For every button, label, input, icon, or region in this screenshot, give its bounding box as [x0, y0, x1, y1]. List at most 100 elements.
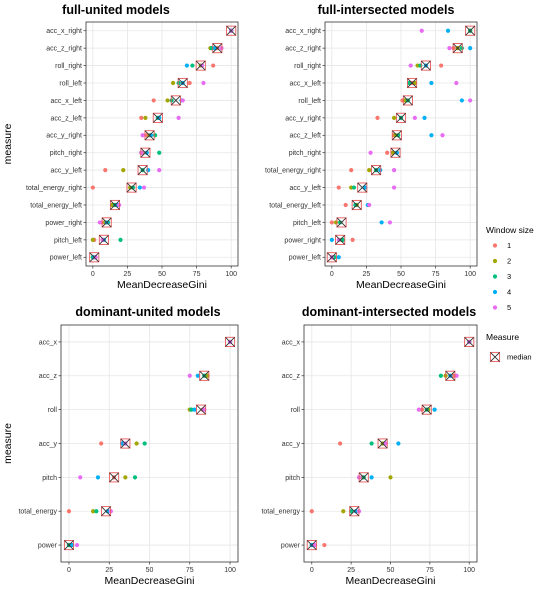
point-window-5 — [368, 150, 373, 155]
point-window-2 — [91, 509, 96, 514]
point-window-3 — [130, 185, 136, 190]
median-marker — [421, 404, 432, 415]
point-window-1 — [385, 150, 390, 155]
y-tick-label: total_energy_right — [265, 168, 321, 175]
panel-title: full-united models — [62, 3, 170, 17]
y-tick-label: power_left — [289, 255, 321, 262]
x-tick-label: 25 — [363, 271, 371, 278]
point-window-3 — [396, 133, 401, 138]
y-tick-label: power_right — [284, 237, 321, 244]
point-window-3 — [407, 80, 412, 86]
median-marker — [336, 217, 347, 228]
y-tick-label: power_left — [50, 255, 82, 262]
point-window-3 — [351, 185, 357, 190]
point-window-5 — [93, 255, 98, 260]
point-window-3 — [157, 150, 162, 155]
point-window-4 — [137, 185, 142, 190]
y-tick-label: acc_y_left — [289, 185, 321, 192]
median-marker — [465, 25, 476, 36]
point-window-4 — [336, 255, 341, 260]
point-window-3 — [418, 63, 423, 68]
median-marker — [120, 438, 131, 449]
x-tick-label: 100 — [464, 271, 476, 278]
y-tick-label: roll_right — [55, 63, 82, 70]
median-marker — [170, 95, 181, 106]
median-marker — [195, 404, 207, 415]
legend-label-window-3: 3 — [507, 272, 511, 281]
y-tick-label: roll_left — [59, 80, 82, 87]
point-window-1 — [343, 202, 348, 208]
legend-label-window-5: 5 — [507, 303, 511, 312]
point-window-3 — [169, 98, 174, 103]
point-window-1 — [103, 168, 108, 173]
point-window-3 — [176, 80, 181, 86]
point-window-4 — [195, 373, 200, 378]
point-window-1 — [211, 63, 216, 68]
y-tick-label: total_energy_left — [30, 202, 82, 209]
point-window-5 — [416, 407, 421, 412]
point-window-4 — [329, 237, 334, 242]
y-tick-label: acc_x — [282, 339, 301, 346]
point-window-1 — [66, 509, 72, 514]
point-window-4 — [144, 150, 149, 155]
point-window-3 — [152, 133, 158, 138]
point-window-5 — [140, 133, 145, 138]
y-tick-label: acc_y — [39, 441, 58, 448]
median-marker — [140, 147, 151, 158]
point-window-3 — [142, 441, 147, 446]
panel-title: dominant-intersected models — [302, 305, 476, 319]
x-tick-label: 75 — [426, 567, 434, 574]
median-marker — [357, 182, 368, 193]
point-window-1 — [309, 509, 314, 514]
x-axis-label: MeanDecreaseGini — [356, 279, 446, 291]
median-marker — [371, 165, 382, 176]
point-window-5 — [157, 168, 162, 173]
y-tick-label: acc_x_right — [285, 28, 321, 35]
panel-title: full-intersected models — [318, 3, 455, 17]
panel-title: dominant-united models — [75, 305, 220, 319]
y-tick-label: acc_y_right — [285, 115, 321, 122]
median-marker — [100, 506, 112, 517]
point-window-2 — [367, 168, 372, 173]
point-window-2 — [121, 168, 126, 173]
median-marker — [226, 25, 237, 36]
y-tick-label: pitch_right — [289, 150, 321, 157]
point-window-3 — [353, 202, 358, 208]
point-window-1 — [90, 185, 95, 190]
point-window-4 — [378, 168, 383, 173]
point-window-1 — [139, 115, 144, 120]
point-window-2 — [143, 115, 148, 120]
point-window-4 — [422, 115, 427, 120]
point-window-5 — [440, 133, 445, 138]
x-tick-label: 100 — [224, 567, 236, 574]
legend-dot-window-3 — [492, 274, 498, 279]
median-marker — [152, 112, 163, 123]
point-window-5 — [97, 220, 102, 225]
y-tick-label: power — [38, 542, 58, 549]
median-marker — [63, 540, 75, 551]
y-tick-label: acc_y — [282, 441, 301, 448]
y-tick-label: acc_z — [282, 373, 301, 380]
point-window-4 — [148, 133, 154, 138]
y-tick-label: roll — [291, 407, 301, 414]
point-window-4 — [445, 28, 451, 33]
legend-label-window-4: 4 — [507, 288, 511, 297]
point-window-4 — [146, 168, 151, 173]
legend-label-window-2: 2 — [507, 257, 511, 266]
y-tick-label: pitch — [285, 475, 300, 482]
point-window-5 — [180, 98, 185, 103]
point-window-2 — [165, 98, 170, 103]
x-tick-label: 0 — [330, 271, 334, 278]
point-window-3 — [94, 509, 99, 514]
legend-title-window: Window size — [486, 225, 534, 235]
point-window-1 — [187, 80, 192, 86]
median-marker — [109, 472, 120, 483]
point-window-3 — [459, 46, 464, 51]
y-tick-label: acc_z_right — [285, 46, 321, 53]
x-tick-label: 0 — [310, 567, 314, 574]
point-window-1 — [350, 237, 355, 242]
median-marker — [306, 540, 317, 551]
point-window-2 — [123, 475, 128, 480]
y-tick-label: acc_z_right — [46, 46, 82, 53]
point-window-2 — [134, 441, 139, 446]
